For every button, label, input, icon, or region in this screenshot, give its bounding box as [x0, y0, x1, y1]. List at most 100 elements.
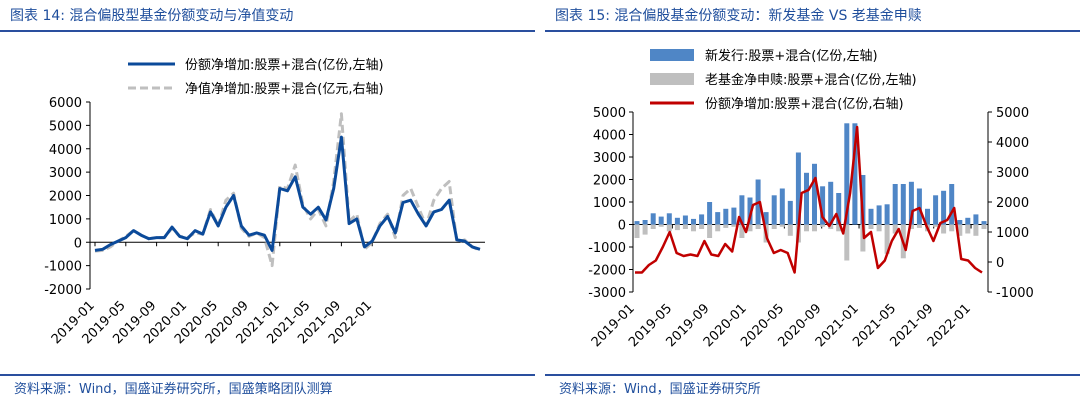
new-issue-bar — [642, 220, 648, 225]
chart-panel-15: 图表 15: 混合偏股基金份额变动：新发基金 VS 老基金申赎 -3000 -20… — [545, 0, 1080, 409]
new-issue-bar — [860, 175, 866, 225]
y-tick-label: -1000 — [44, 260, 82, 275]
new-issue-bar — [852, 123, 858, 225]
new-issue-bar — [876, 205, 882, 225]
new-issue-bar — [973, 214, 979, 225]
title-rule — [545, 30, 1080, 32]
new-issue-bar — [933, 195, 939, 225]
redemption-bar — [820, 224, 826, 227]
redemption-bar — [957, 224, 963, 236]
redemption-bar — [691, 224, 696, 232]
new-issue-bar — [666, 213, 672, 225]
redemption-bar — [908, 224, 914, 229]
y-tick-label: 6000 — [49, 96, 82, 111]
new-issue-bar — [691, 218, 696, 225]
y-tick-label: 1000 — [593, 196, 626, 211]
legend-swatch — [650, 73, 694, 85]
redemption-bar — [933, 224, 939, 227]
y2-tick-label: -1000 — [996, 286, 1034, 301]
redemption-bar — [836, 224, 842, 232]
legend-label: 新发行:股票+混合(亿份,左轴) — [705, 48, 878, 64]
redemption-bar — [658, 224, 664, 227]
redemption-bar — [771, 224, 777, 229]
y-tick-label: 1000 — [49, 213, 82, 228]
new-issue-bar — [699, 214, 705, 225]
chart-14-plot: -2000-100001000200030004000500060002019-… — [44, 58, 485, 347]
legend-label: 份额净增加:股票+混合(亿份,右轴) — [705, 97, 904, 112]
y2-tick-label: 5000 — [996, 106, 1029, 121]
new-issue-bar — [957, 220, 963, 225]
new-issue-bar — [674, 217, 680, 225]
redemption-bar — [884, 224, 890, 254]
y-tick-label: 2000 — [49, 190, 82, 205]
new-issue-bar — [868, 208, 874, 225]
new-issue-bar — [836, 193, 842, 225]
new-issue-bar — [908, 181, 914, 225]
title-rule — [0, 30, 535, 32]
share-change-line — [635, 125, 983, 274]
chart-panel-14: 图表 14: 混合偏股型基金份额变动与净值变动 -2000 -1000 0 1000 2… — [0, 0, 535, 409]
redemption-bar — [868, 224, 874, 229]
y2-tick-label: 4000 — [996, 136, 1029, 151]
redemption-bar — [747, 224, 753, 232]
redemption-bar — [674, 224, 680, 231]
legend-swatch — [650, 49, 694, 61]
redemption-bar — [634, 224, 640, 238]
y2-tick-label: 1000 — [996, 226, 1029, 241]
y-tick-label: -2000 — [588, 264, 626, 279]
new-issue-bar — [747, 197, 753, 225]
redemption-bar — [876, 224, 882, 232]
redemption-bar — [731, 224, 737, 227]
redemption-bar — [787, 224, 793, 236]
new-issue-bar — [682, 215, 688, 225]
y-tick-label: 5000 — [49, 119, 82, 134]
new-issue-bar — [916, 188, 922, 225]
legend-label: 老基金净申赎:股票+混合(亿份,左轴) — [705, 72, 917, 88]
y2-tick-label: 3000 — [996, 166, 1029, 181]
new-issue-bar — [763, 212, 769, 225]
share-change-line — [94, 135, 481, 252]
redemption-bar — [804, 224, 809, 232]
new-issue-bar — [779, 188, 785, 225]
redemption-bar — [739, 224, 745, 238]
y-tick-label: -1000 — [588, 241, 626, 256]
new-issue-bar — [892, 184, 898, 225]
y-tick-label: 5000 — [593, 106, 626, 121]
redemption-bar — [812, 224, 817, 232]
redemption-bar — [892, 224, 898, 234]
new-issue-bar — [828, 181, 834, 225]
new-issue-bar — [812, 163, 817, 225]
new-issue-bar — [650, 213, 656, 225]
redemption-bar — [682, 224, 688, 229]
redemption-bar — [715, 224, 721, 232]
new-issue-bar — [771, 195, 777, 225]
new-issue-bar — [965, 217, 971, 225]
new-issue-bar — [884, 204, 890, 225]
legend-label: 份额净增加:股票+混合(亿份,左轴) — [185, 58, 384, 73]
redemption-bar — [981, 224, 987, 229]
new-issue-bar — [844, 123, 850, 225]
y-tick-label: 4000 — [593, 129, 626, 144]
redemption-bar — [779, 224, 785, 227]
redemption-bar — [699, 224, 705, 229]
chart-title: 图表 14: 混合偏股型基金份额变动与净值变动 — [10, 8, 294, 24]
y-tick-label: 4000 — [49, 143, 82, 158]
y-tick-label: 0 — [74, 236, 82, 251]
new-issue-bar — [900, 184, 906, 225]
new-issue-bar — [941, 190, 947, 225]
y-tick-label: 3000 — [49, 166, 82, 181]
new-issue-bar — [715, 212, 721, 225]
new-issue-bar — [739, 195, 745, 225]
redemption-bar — [965, 224, 971, 234]
y-tick-label: -2000 — [44, 283, 82, 298]
chart-15-plot: -3000 -2000 -1000 0 1000 2000 3000 4000 5000 -100… — [588, 48, 1034, 350]
redemption-bar — [941, 224, 947, 234]
redemption-bar — [844, 224, 850, 261]
redemption-bar — [723, 224, 729, 228]
new-issue-bar — [925, 208, 930, 225]
source-note: 资料来源：Wind，国盛证券研究所 — [559, 382, 761, 397]
new-issue-bar — [634, 221, 640, 225]
y-tick-label: 0 — [618, 219, 626, 234]
redemption-bar — [973, 224, 979, 236]
redemption-bar — [755, 224, 761, 229]
